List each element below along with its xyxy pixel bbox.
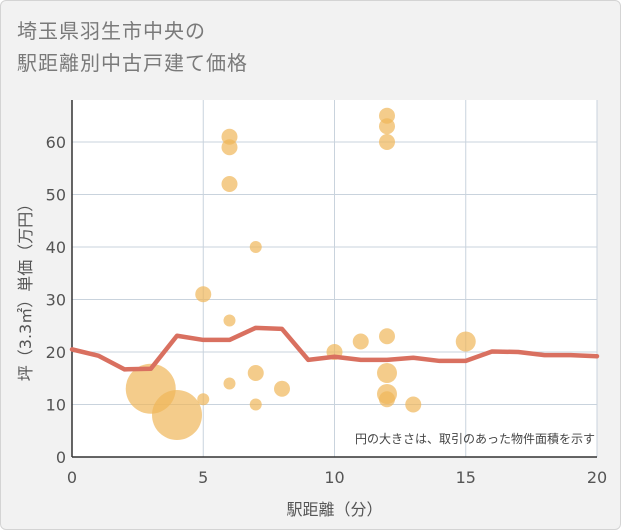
chart-title-line2: 駅距離別中古戸建て価格: [17, 51, 248, 75]
data-point: [221, 176, 238, 192]
data-point: [352, 333, 369, 350]
size-annotation: 円の大きさは、取引のあった物件面積を示す: [355, 431, 595, 446]
data-point: [377, 363, 397, 383]
data-point: [223, 377, 236, 390]
y-tick-label: 60: [46, 133, 66, 152]
y-tick-label: 50: [46, 186, 66, 205]
x-tick-label: 5: [198, 468, 208, 487]
y-axis-label: 坪（3.3㎡）単価（万円）: [16, 196, 35, 381]
trend-line-group: [69, 325, 600, 372]
data-point: [249, 398, 262, 411]
y-tick-label: 10: [46, 396, 66, 415]
axes: [71, 100, 597, 458]
data-points: [125, 107, 476, 440]
data-point: [221, 139, 238, 156]
y-tick-label: 40: [46, 238, 66, 257]
chart-title: 埼玉県羽生市中央の 駅距離別中古戸建て価格: [17, 15, 248, 79]
data-point: [249, 241, 262, 253]
data-point: [405, 396, 422, 413]
tick-labels: 0 5 10 15 20 0 10 20 30 40 50 60: [46, 133, 608, 487]
data-point: [152, 390, 202, 440]
data-point: [379, 391, 395, 408]
data-point: [379, 118, 395, 135]
data-point: [379, 134, 395, 150]
chart-title-line1: 埼玉県羽生市中央の: [17, 19, 206, 43]
data-point: [223, 314, 236, 327]
data-point: [379, 328, 395, 345]
y-tick-label: 20: [46, 343, 66, 362]
data-point: [455, 331, 476, 352]
data-point: [274, 380, 290, 397]
data-point: [195, 286, 212, 303]
x-tick-label: 15: [456, 468, 476, 487]
x-tick-label: 0: [67, 468, 77, 487]
y-tick-label: 0: [56, 448, 66, 467]
x-tick-label: 10: [324, 468, 344, 487]
data-point: [247, 365, 264, 381]
x-axis-label: 駅距離（分）: [286, 500, 382, 519]
data-point: [197, 393, 210, 406]
y-tick-label: 30: [46, 291, 66, 310]
x-tick-label: 20: [587, 468, 607, 487]
trend-line: [69, 325, 600, 372]
